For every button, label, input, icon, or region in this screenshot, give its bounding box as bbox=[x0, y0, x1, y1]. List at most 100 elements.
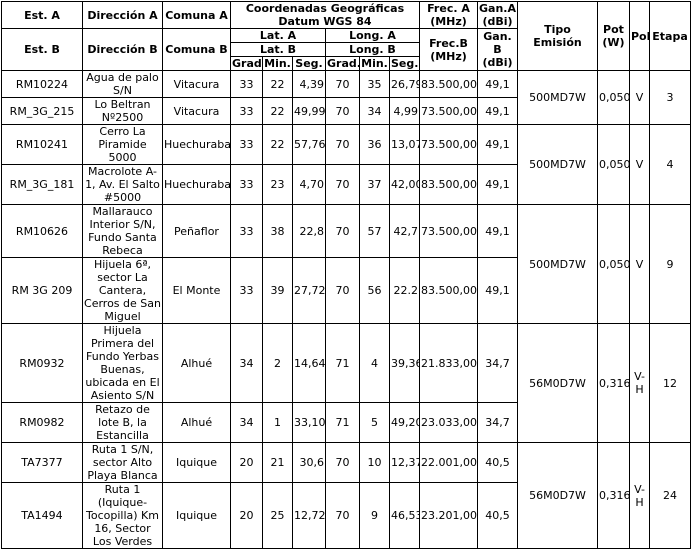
table-cell: 22 bbox=[262, 97, 293, 125]
table-cell: 10 bbox=[359, 442, 390, 483]
table-cell: 70 bbox=[325, 97, 360, 125]
table-cell: 23.033,00 bbox=[419, 402, 478, 443]
header-cell: Dirección B bbox=[82, 28, 163, 71]
table-cell: 34,7 bbox=[477, 323, 518, 403]
table-cell: Mallarauco Interior S/N, Fundo Santa Reb… bbox=[82, 204, 163, 258]
table-row: RM_3G_181 Macrolote A-1, Av. El Salto #50… bbox=[1, 164, 691, 205]
table-cell: Alhué bbox=[162, 323, 231, 403]
table-cell: Cerro La Piramide 5000 bbox=[82, 124, 163, 165]
table-cell: TA1494 bbox=[1, 482, 83, 549]
table-cell: 0,050 bbox=[597, 204, 630, 324]
header-row: Grad.Min.Seg.Grad.Min.Seg. bbox=[2, 56, 691, 71]
table-cell: 27,72 bbox=[292, 257, 326, 324]
table-cell: 13,07 bbox=[389, 124, 420, 165]
table-cell: Vitacura bbox=[162, 97, 231, 125]
table-cell: Vitacura bbox=[162, 70, 231, 98]
header-cell: Coordenadas Geográficas Datum WGS 84 bbox=[230, 1, 420, 29]
table-cell: V bbox=[629, 70, 650, 125]
header-cell: Lat. A bbox=[230, 28, 326, 43]
table-cell: Peñaflor bbox=[162, 204, 231, 258]
table-cell: 0,050 bbox=[597, 124, 630, 205]
table-cell: 83.500,00 bbox=[419, 70, 478, 98]
table-cell: 70 bbox=[325, 204, 360, 258]
table-cell: 56M0D7W bbox=[517, 442, 598, 549]
header-row: Lat. B Long. B bbox=[2, 42, 691, 57]
table-cell: Iquique bbox=[162, 482, 231, 549]
table-cell: 40,5 bbox=[477, 482, 518, 549]
table-cell: RM_3G_215 bbox=[1, 97, 83, 125]
table-cell: 34 bbox=[230, 323, 263, 403]
header-cell: Pot (W) bbox=[597, 1, 630, 71]
table-cell: 12,37 bbox=[389, 442, 420, 483]
table-cell: 4,70 bbox=[292, 164, 326, 205]
table-cell: 22.2 bbox=[389, 257, 420, 324]
table-cell: Lo Beltran Nº2500 bbox=[82, 97, 163, 125]
table-cell: 4 bbox=[359, 323, 390, 403]
table-cell: 71 bbox=[325, 323, 360, 403]
table-cell: 39,36 bbox=[389, 323, 420, 403]
table-row: TA1494 Ruta 1 (Iquique-Tocopilla) Km 16, … bbox=[1, 482, 691, 549]
table-cell: 21 bbox=[262, 442, 293, 483]
table-cell: 20 bbox=[230, 442, 263, 483]
table-cell: 83.500,00 bbox=[419, 164, 478, 205]
table-cell: 83.500,00 bbox=[419, 257, 478, 324]
header-cell: Gan. B (dBi) bbox=[477, 28, 518, 71]
table-cell: RM0982 bbox=[1, 402, 83, 443]
table-cell: 22 bbox=[262, 70, 293, 98]
table-cell: 0,050 bbox=[597, 70, 630, 125]
table-cell: 57 bbox=[359, 204, 390, 258]
table-cell: 49,1 bbox=[477, 70, 518, 98]
table-cell: 500MD7W bbox=[517, 70, 598, 125]
header-cell: Long. A bbox=[325, 28, 420, 43]
table-cell: Huechuraba bbox=[162, 124, 231, 165]
table-cell: Ruta 1 (Iquique-Tocopilla) Km 16, Sector… bbox=[82, 482, 163, 549]
table-cell: 22,8 bbox=[292, 204, 326, 258]
table-cell: 33,10 bbox=[292, 402, 326, 443]
table-cell: 35 bbox=[359, 70, 390, 98]
header-cell: Dirección A bbox=[82, 1, 163, 29]
table-cell: 70 bbox=[325, 482, 360, 549]
table-header: Est. A Dirección A Comuna A Coordenadas … bbox=[1, 1, 691, 71]
table-cell: 33 bbox=[230, 164, 263, 205]
header-cell: Etapa bbox=[649, 1, 691, 71]
table-cell: 12 bbox=[649, 323, 691, 443]
table-cell: 14,64 bbox=[292, 323, 326, 403]
table-cell: Alhué bbox=[162, 402, 231, 443]
table-cell: 57,76 bbox=[292, 124, 326, 165]
header-cell: Long. B bbox=[325, 42, 420, 57]
table-cell: 39 bbox=[262, 257, 293, 324]
table-cell: 1 bbox=[262, 402, 293, 443]
header-cell: Est. B bbox=[1, 28, 83, 71]
table-cell: Hijuela 6ª, sector La Cantera, Cerros de… bbox=[82, 257, 163, 324]
table-cell: 70 bbox=[325, 442, 360, 483]
table-cell: 9 bbox=[359, 482, 390, 549]
table-cell: RM 3G 209 bbox=[1, 257, 83, 324]
table-cell: 56 bbox=[359, 257, 390, 324]
table-cell: RM_3G_181 bbox=[1, 164, 83, 205]
table-cell: RM10224 bbox=[1, 70, 83, 98]
table-cell: 30,6 bbox=[292, 442, 326, 483]
table-cell: Macrolote A-1, Av. El Salto #5000 bbox=[82, 164, 163, 205]
table-cell: 33 bbox=[230, 257, 263, 324]
header-cell: Seg. bbox=[389, 56, 420, 71]
table-cell: V-H bbox=[629, 323, 650, 443]
header-cell: Frec. A (MHz) bbox=[419, 1, 478, 29]
table-cell: 33 bbox=[230, 70, 263, 98]
table-cell: El Monte bbox=[162, 257, 231, 324]
table-cell: Huechuraba bbox=[162, 164, 231, 205]
table-cell: 38 bbox=[262, 204, 293, 258]
table-cell: 71 bbox=[325, 402, 360, 443]
header-cell: Gan.A (dBi) bbox=[477, 1, 518, 29]
table-cell: 500MD7W bbox=[517, 124, 598, 205]
table-cell: 56M0D7W bbox=[517, 323, 598, 443]
table-row: RM10626 Mallarauco Interior S/N, Fundo Sa… bbox=[1, 204, 691, 324]
table-cell: 34 bbox=[359, 97, 390, 125]
table-cell: 12,72 bbox=[292, 482, 326, 549]
table-cell: 73.500,00 bbox=[419, 204, 478, 258]
table-cell: 70 bbox=[325, 164, 360, 205]
table-cell: 70 bbox=[325, 70, 360, 98]
table-cell: 22 bbox=[262, 124, 293, 165]
header-cell: Tipo Emisión bbox=[517, 1, 598, 71]
table-cell: V-H bbox=[629, 442, 650, 549]
table-cell: V bbox=[629, 124, 650, 205]
